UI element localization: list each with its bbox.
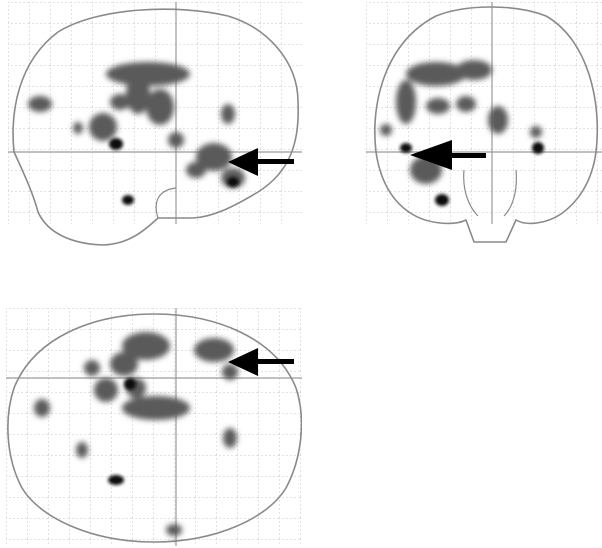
activation-peaks xyxy=(108,378,136,485)
brain-outline xyxy=(374,6,599,243)
coronal-glass-brain xyxy=(366,2,602,243)
arrow-indicator xyxy=(228,348,294,376)
axial-glass-brain xyxy=(6,308,302,546)
activation-peaks xyxy=(109,138,239,205)
axial-view xyxy=(6,308,302,546)
brain-outline xyxy=(7,313,302,543)
activation-blobs xyxy=(34,332,238,536)
activation-peaks xyxy=(400,142,544,206)
activation-blobs xyxy=(28,62,245,188)
coronal-view xyxy=(366,2,602,250)
brainstem-line xyxy=(463,169,517,217)
sagittal-view xyxy=(8,2,302,250)
arrow-indicator xyxy=(228,148,294,176)
sagittal-glass-brain xyxy=(8,2,302,246)
arrow-indicator xyxy=(410,140,486,170)
cerebellum-line xyxy=(155,187,177,219)
